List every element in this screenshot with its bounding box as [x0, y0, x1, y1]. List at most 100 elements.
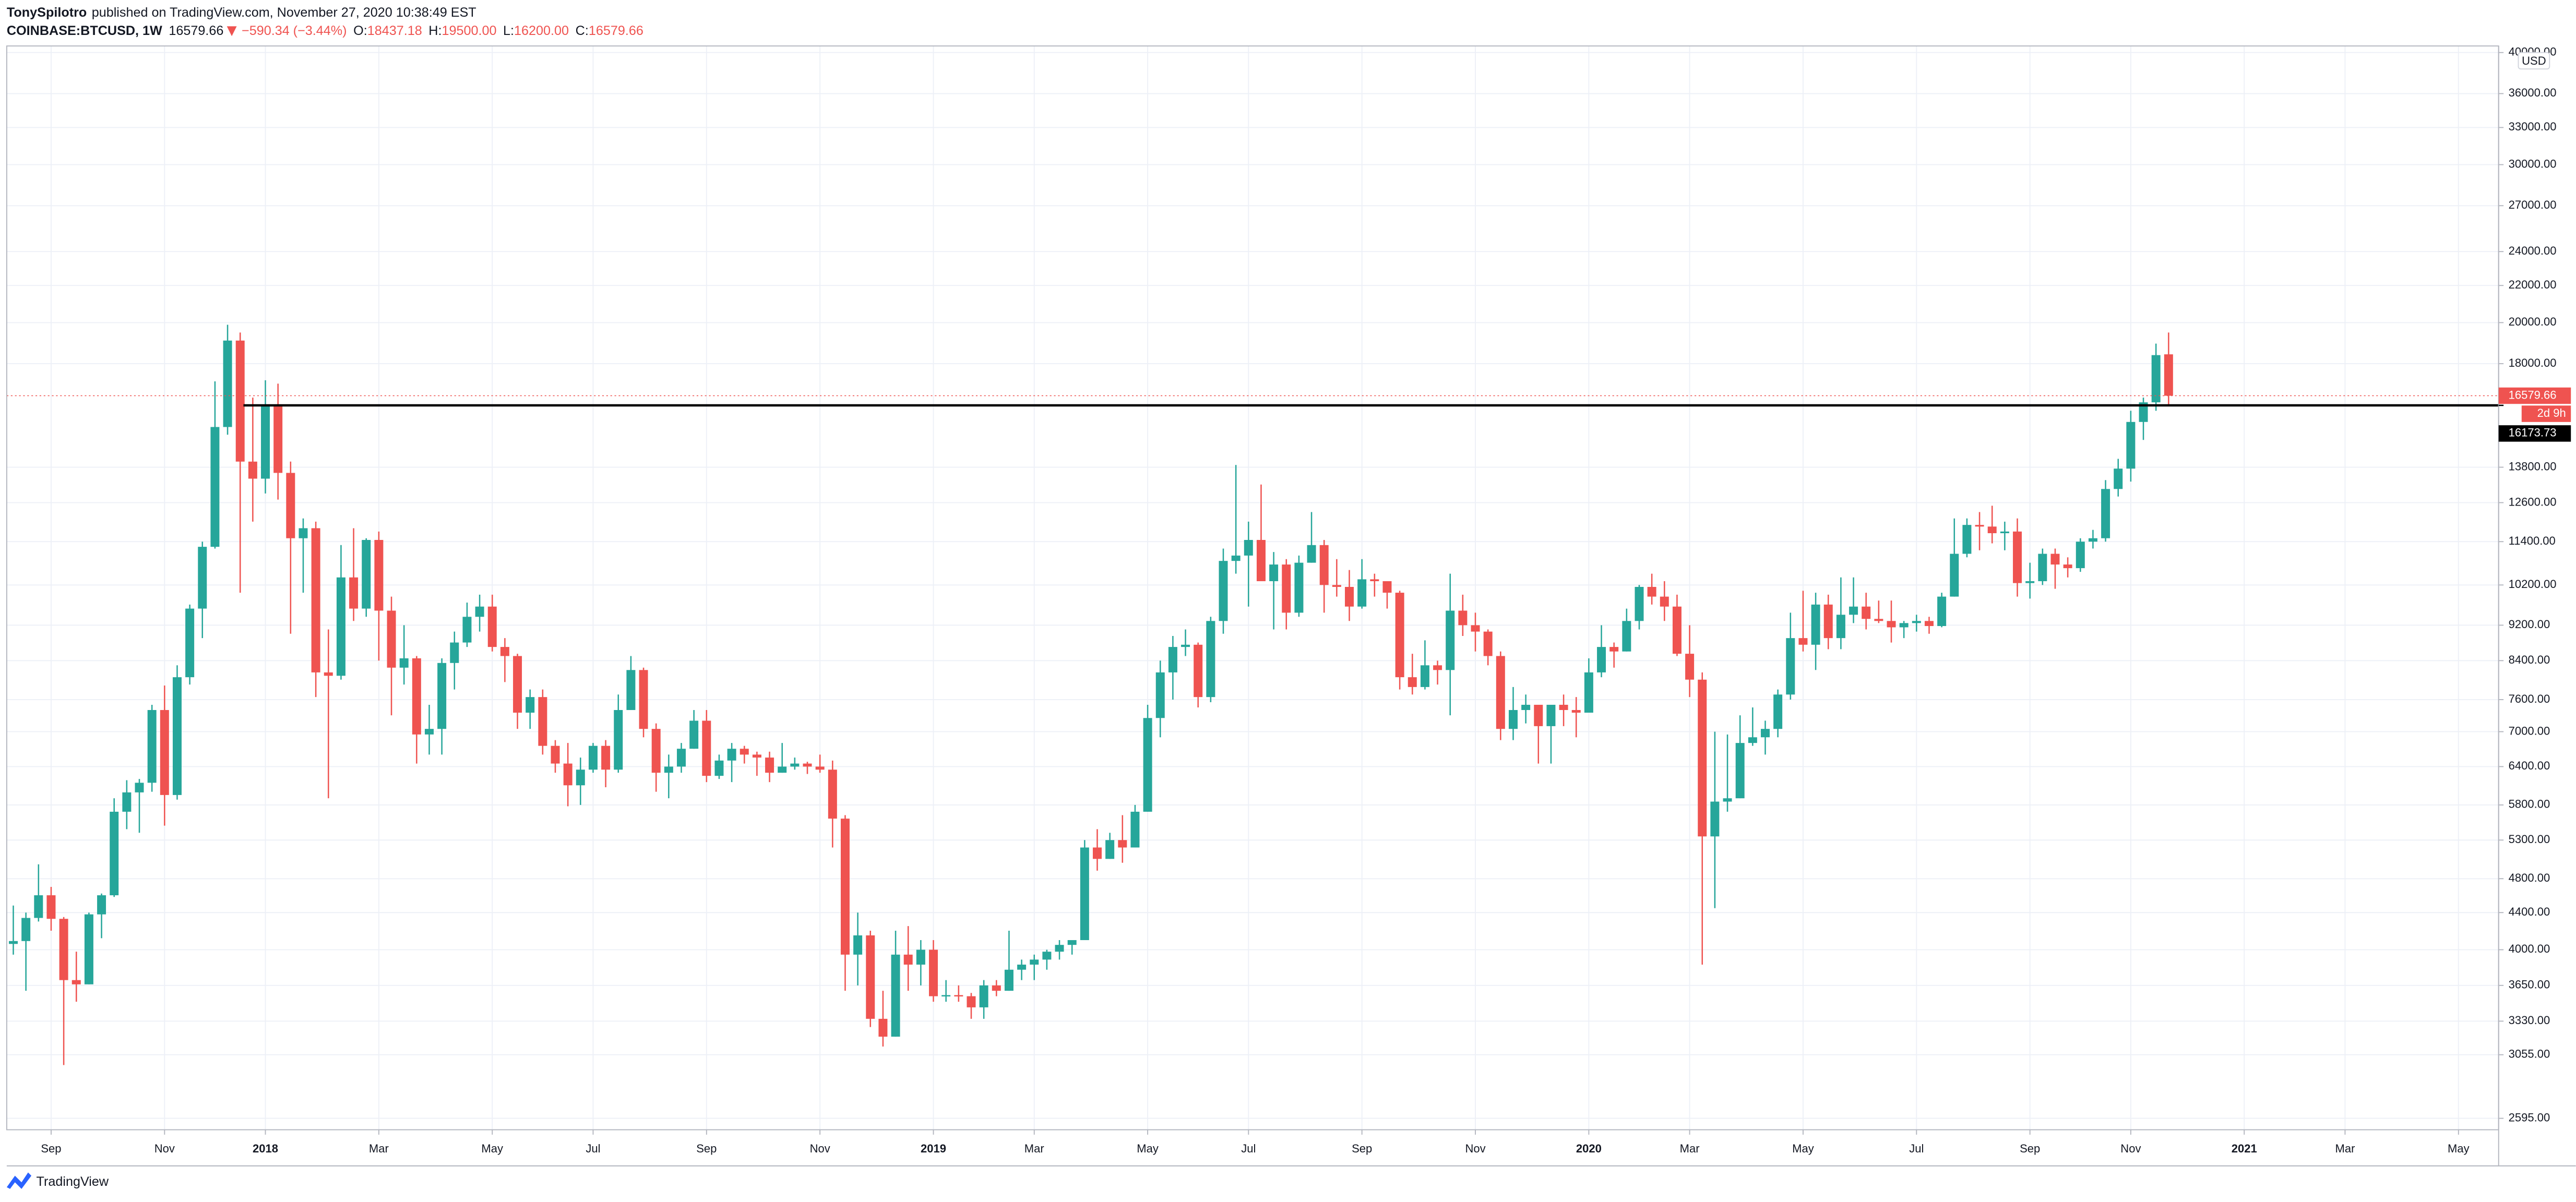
- candle-body: [59, 919, 68, 980]
- candle-body: [1597, 647, 1606, 672]
- hline-label: 16173.73: [2509, 426, 2557, 439]
- candle-body: [2151, 355, 2161, 403]
- candle-body: [475, 606, 484, 617]
- candle-body: [135, 783, 144, 792]
- candle-body: [1168, 647, 1177, 672]
- logo-icon: [6, 1172, 32, 1189]
- candle-body: [677, 749, 686, 767]
- candle-body: [1647, 586, 1656, 597]
- currency: USD: [2522, 54, 2546, 67]
- candle-body: [1055, 945, 1064, 952]
- candle-body: [172, 677, 182, 795]
- x-tick-label: Sep: [2020, 1142, 2040, 1155]
- y-tick-label: 5800.00: [2509, 798, 2550, 811]
- y-tick-label: 2595.00: [2509, 1111, 2550, 1124]
- candle-body: [1635, 586, 1644, 621]
- candle-body: [299, 528, 308, 538]
- candle-body: [210, 427, 220, 547]
- candle-body: [954, 995, 963, 996]
- candle-body: [1559, 704, 1568, 710]
- candle-body: [2013, 531, 2022, 583]
- y-tick-label: 22000.00: [2509, 278, 2557, 291]
- y-tick-label: 18000.00: [2509, 356, 2557, 369]
- candle-body: [1672, 606, 1681, 654]
- x-tick-label: Sep: [696, 1142, 717, 1155]
- candle-body: [1458, 610, 1468, 626]
- x-tick-label: Mar: [1680, 1142, 1700, 1155]
- candle-body: [563, 763, 573, 786]
- candle-body: [1798, 638, 1808, 645]
- candle-body: [1508, 710, 1518, 729]
- candle-body: [1030, 959, 1039, 965]
- candle-body: [1143, 718, 1152, 812]
- candle-body: [588, 746, 598, 770]
- countdown-tag: [2521, 405, 2571, 422]
- candle-body: [664, 766, 673, 773]
- x-tick-label: May: [1792, 1142, 1814, 1155]
- x-tick-label: Nov: [810, 1142, 830, 1155]
- y-tick-label: 10200.00: [2509, 578, 2557, 591]
- header-line-2: COINBASE:BTCUSD, 1W 16579.66 −590.34 (−3.4…: [7, 23, 643, 38]
- candle-body: [1093, 847, 1102, 859]
- candle-body: [1887, 621, 1896, 628]
- candle-body: [198, 547, 207, 609]
- candle-body: [903, 954, 913, 965]
- candle-body: [1698, 679, 1707, 837]
- last-price-label: 16579.66: [2509, 388, 2557, 401]
- candle-body: [223, 340, 232, 427]
- symbol: COINBASE:BTCUSD, 1W: [7, 23, 162, 38]
- candle-body: [450, 642, 459, 663]
- y-tick-label: 30000.00: [2509, 157, 2557, 170]
- candle-body: [2000, 531, 2009, 534]
- candle-body: [513, 656, 522, 713]
- candle-body: [778, 766, 787, 773]
- candle-body: [1622, 621, 1631, 652]
- candle-body: [803, 763, 812, 767]
- candle-body: [387, 610, 396, 668]
- y-tick-label: 20000.00: [2509, 315, 2557, 328]
- candle-body: [110, 811, 119, 896]
- candle-body: [740, 749, 749, 755]
- last-price-tag: [2498, 387, 2571, 404]
- candle-body: [412, 658, 421, 735]
- x-tick-label: Jul: [1241, 1142, 1256, 1155]
- candle-body: [1836, 615, 1845, 639]
- candle-body: [2063, 564, 2072, 569]
- candle-body: [1446, 610, 1455, 670]
- candle-body: [727, 749, 736, 761]
- candle-body: [1937, 596, 1947, 626]
- candle-body: [1975, 525, 1984, 527]
- candle-body: [1017, 964, 1027, 970]
- candle-body: [979, 985, 988, 1007]
- candle-body: [462, 617, 472, 643]
- candle-body: [1345, 586, 1354, 607]
- candle-body: [916, 949, 925, 965]
- candle-body: [2139, 402, 2148, 422]
- candle-body: [1219, 561, 1228, 621]
- candle-body: [1735, 743, 1745, 799]
- x-tick-label: 2018: [253, 1142, 278, 1155]
- candle-body: [1294, 562, 1304, 613]
- candle-body: [790, 763, 800, 767]
- candle-body: [1332, 585, 1341, 587]
- candle-body: [1269, 564, 1279, 582]
- brand: TradingView: [37, 1174, 109, 1189]
- candle-body: [21, 918, 31, 941]
- candle-body: [34, 895, 43, 918]
- candle-body: [1395, 593, 1404, 678]
- candle-body: [2076, 542, 2085, 569]
- x-tick-label: Mar: [369, 1142, 389, 1155]
- candle-body: [840, 819, 850, 955]
- candle-body: [866, 935, 875, 1019]
- candle-body: [1811, 604, 1820, 645]
- candle-body: [1080, 847, 1089, 940]
- candle-body: [286, 473, 295, 538]
- x-tick-label: Mar: [1024, 1142, 1044, 1155]
- x-tick-label: Jul: [586, 1142, 600, 1155]
- published: published on TradingView.com, November 2…: [92, 5, 476, 20]
- candle-body: [1723, 798, 1732, 802]
- candle-body: [336, 577, 345, 676]
- y-tick-label: 11400.00: [2509, 534, 2556, 547]
- candle-body: [2164, 354, 2173, 396]
- x-tick-label: May: [1137, 1142, 1159, 1155]
